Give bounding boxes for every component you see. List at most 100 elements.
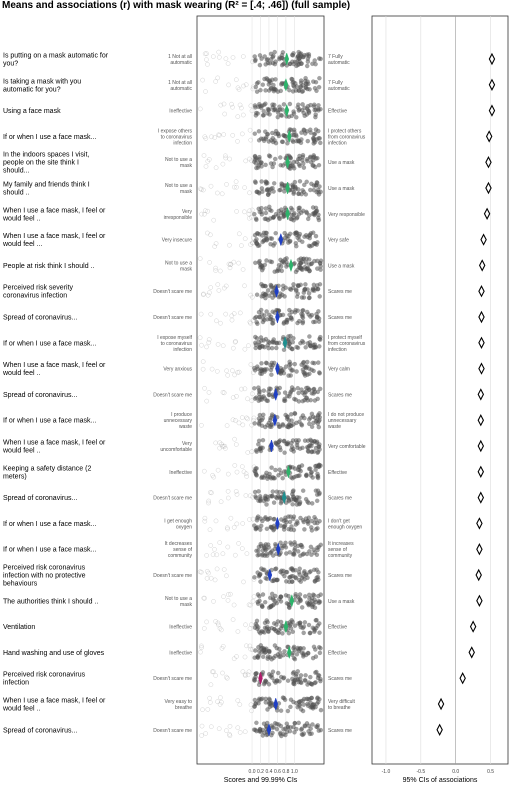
jitter-point xyxy=(303,345,308,350)
jitter-point xyxy=(221,390,227,396)
jitter-point xyxy=(312,579,318,584)
jitter-point xyxy=(223,283,229,289)
jitter-point xyxy=(283,412,288,418)
item-question-label: Spread of coronavirus... xyxy=(3,495,77,502)
jitter-point xyxy=(304,385,309,391)
jitter-point xyxy=(224,675,230,681)
item-question-label: If or when I use a face mask... xyxy=(3,521,96,528)
association-ci-diamond xyxy=(485,181,492,195)
jitter-point xyxy=(297,592,303,597)
jitter-point xyxy=(310,360,315,366)
jitter-point xyxy=(278,447,283,453)
jitter-point xyxy=(235,725,241,731)
jitter-point xyxy=(223,155,228,161)
jitter-point xyxy=(213,79,218,84)
mean-diamond xyxy=(276,542,281,556)
jitter-point xyxy=(294,700,299,706)
jitter-point xyxy=(275,670,281,676)
jitter-point xyxy=(250,240,255,246)
jitter-point xyxy=(270,489,276,494)
jitter-point xyxy=(299,680,304,686)
item-question-label: When I use a face mask, I feel or would f… xyxy=(2,362,106,377)
jitter-point xyxy=(289,315,294,320)
jitter-point xyxy=(200,292,206,298)
jitter-point xyxy=(256,489,261,494)
item-right-anchor-label: Very calm xyxy=(328,367,350,373)
jitter-point xyxy=(303,365,309,371)
association-ci-diamond xyxy=(476,517,483,530)
jitter-point xyxy=(316,309,321,314)
jitter-point xyxy=(208,285,213,290)
jitter-point xyxy=(247,493,253,499)
jitter-point xyxy=(258,397,263,402)
jitter-point xyxy=(292,310,298,315)
jitter-point xyxy=(272,156,278,162)
item-right-anchor-label: Use a mask xyxy=(328,186,355,192)
jitter-point xyxy=(301,731,307,736)
jitter-point xyxy=(290,346,295,352)
jitter-point xyxy=(297,237,302,243)
jitter-point xyxy=(250,417,256,423)
jitter-point xyxy=(260,437,266,443)
jitter-point xyxy=(199,342,204,348)
jitter-point xyxy=(233,77,239,82)
jitter-point xyxy=(309,449,314,455)
jitter-point xyxy=(252,697,258,703)
jitter-point xyxy=(213,241,219,246)
jitter-point xyxy=(300,320,305,326)
jitter-point xyxy=(273,87,279,93)
jitter-point xyxy=(260,567,266,573)
jitter-point xyxy=(309,695,315,701)
jitter-point xyxy=(274,341,280,346)
jitter-point xyxy=(205,230,210,236)
jitter-point xyxy=(317,344,322,349)
item-right-anchor-label: Use a mask xyxy=(328,599,355,605)
jitter-point xyxy=(243,471,249,477)
jitter-point xyxy=(290,502,295,507)
jitter-point xyxy=(294,344,299,350)
jitter-point xyxy=(204,344,209,350)
jitter-point xyxy=(269,476,274,481)
jitter-point xyxy=(253,526,259,531)
jitter-point xyxy=(291,681,296,686)
jitter-point xyxy=(216,49,221,55)
jitter-point xyxy=(214,552,220,558)
jitter-point xyxy=(247,319,253,325)
jitter-point xyxy=(268,417,273,423)
jitter-point xyxy=(289,418,294,423)
jitter-point xyxy=(298,266,304,271)
jitter-point xyxy=(313,467,318,473)
jitter-point xyxy=(202,208,208,213)
jitter-point xyxy=(227,733,233,739)
jitter-point xyxy=(309,424,315,430)
jitter-point xyxy=(284,601,290,606)
jitter-point xyxy=(205,707,211,712)
jitter-point xyxy=(291,111,297,116)
jitter-point xyxy=(305,138,311,144)
jitter-point xyxy=(250,494,255,500)
jitter-point xyxy=(297,499,303,505)
jitter-point xyxy=(207,290,212,295)
jitter-point xyxy=(308,314,313,319)
jitter-point xyxy=(243,82,249,87)
association-ci-diamond xyxy=(469,620,477,633)
jitter-point xyxy=(311,187,317,193)
jitter-point xyxy=(318,267,323,272)
jitter-point xyxy=(246,602,252,608)
jitter-point xyxy=(206,500,211,506)
jitter-point xyxy=(292,179,298,185)
jitter-point xyxy=(308,544,314,550)
jitter-point xyxy=(233,418,238,423)
jitter-point xyxy=(212,244,217,249)
jitter-point xyxy=(273,599,278,604)
jitter-point xyxy=(315,623,321,628)
item-right-anchor-label: Use a mask xyxy=(328,263,355,269)
jitter-point xyxy=(210,472,215,478)
jitter-point xyxy=(224,182,229,187)
jitter-point xyxy=(235,629,241,634)
jitter-point xyxy=(202,515,208,521)
mean-diamond xyxy=(269,439,274,453)
jitter-point xyxy=(290,676,295,682)
jitter-point xyxy=(224,423,230,428)
